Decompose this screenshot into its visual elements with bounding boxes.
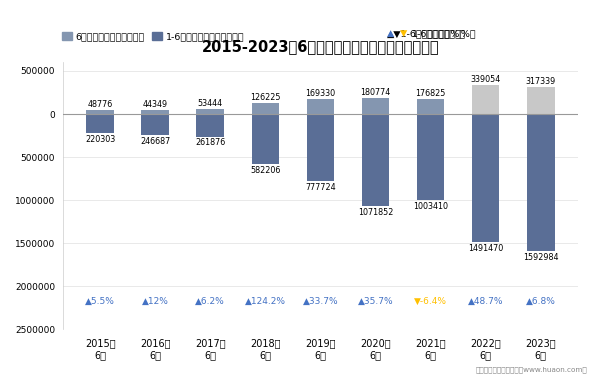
Text: ▲6.8%: ▲6.8% xyxy=(526,297,556,306)
Text: ▲6.2%: ▲6.2% xyxy=(195,297,225,306)
Text: 180774: 180774 xyxy=(361,88,391,98)
Text: 1592984: 1592984 xyxy=(523,253,559,262)
Text: 44349: 44349 xyxy=(142,100,168,109)
Bar xyxy=(307,114,334,181)
Text: 246687: 246687 xyxy=(140,137,170,146)
Text: 1491470: 1491470 xyxy=(468,244,503,253)
Text: 169330: 169330 xyxy=(305,89,336,98)
Bar xyxy=(417,99,444,114)
Text: 126225: 126225 xyxy=(250,93,280,102)
Text: 261876: 261876 xyxy=(195,138,225,147)
Text: ▲12%: ▲12% xyxy=(142,297,168,306)
Text: ▲48.7%: ▲48.7% xyxy=(468,297,503,306)
Text: ▲▼1-6月同比增速（%）: ▲▼1-6月同比增速（%） xyxy=(387,29,467,38)
Bar xyxy=(472,114,499,243)
Bar xyxy=(251,114,279,164)
Text: 1-6月同比增速（%）: 1-6月同比增速（%） xyxy=(412,29,477,38)
Text: 53444: 53444 xyxy=(197,99,223,108)
Bar xyxy=(251,103,279,114)
Bar xyxy=(527,87,554,114)
Legend: 6月进出口总额（万美元）, 1-6月进出口总额（万美元）: 6月进出口总额（万美元）, 1-6月进出口总额（万美元） xyxy=(62,32,244,41)
Bar xyxy=(307,99,334,114)
Text: 1003410: 1003410 xyxy=(413,202,448,211)
Bar xyxy=(362,99,390,114)
Text: 176825: 176825 xyxy=(416,89,446,98)
Text: 582206: 582206 xyxy=(250,166,280,175)
Text: ▼-6.4%: ▼-6.4% xyxy=(414,297,447,306)
Text: 317339: 317339 xyxy=(525,76,556,86)
Bar xyxy=(417,114,444,201)
Text: ▲124.2%: ▲124.2% xyxy=(245,297,286,306)
Title: 2015-2023年6月深圳前海综合保税区进出口总额: 2015-2023年6月深圳前海综合保税区进出口总额 xyxy=(202,39,439,54)
Bar xyxy=(472,85,499,114)
Text: ▲: ▲ xyxy=(387,29,395,38)
Bar xyxy=(87,110,114,114)
Text: 制图：华经产业研究院（www.huaon.com）: 制图：华经产业研究院（www.huaon.com） xyxy=(476,366,587,373)
Bar xyxy=(527,114,554,251)
Text: 339054: 339054 xyxy=(471,75,501,84)
Text: 48776: 48776 xyxy=(87,100,113,109)
Bar xyxy=(141,114,169,135)
Bar xyxy=(362,114,390,206)
Text: ▲33.7%: ▲33.7% xyxy=(302,297,338,306)
Text: 777724: 777724 xyxy=(305,183,336,192)
Bar xyxy=(141,110,169,114)
Bar xyxy=(196,110,224,114)
Bar xyxy=(87,114,114,133)
Text: ▲35.7%: ▲35.7% xyxy=(358,297,393,306)
Text: 1071852: 1071852 xyxy=(358,208,393,217)
Text: ▲5.5%: ▲5.5% xyxy=(85,297,115,306)
Text: ▼: ▼ xyxy=(400,29,407,38)
Bar xyxy=(196,114,224,136)
Text: 220303: 220303 xyxy=(85,135,115,144)
